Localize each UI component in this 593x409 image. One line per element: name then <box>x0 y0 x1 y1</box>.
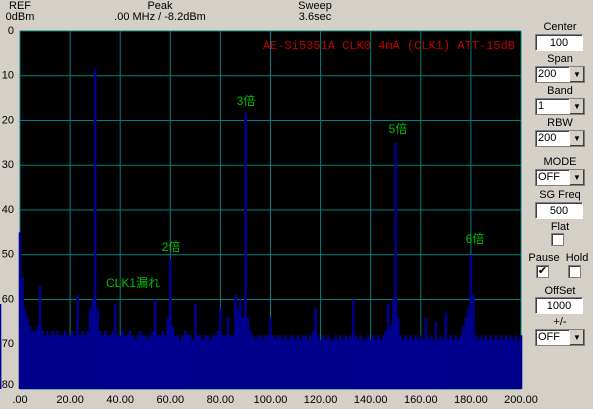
dropdown-button[interactable]: ▼ <box>569 99 584 114</box>
pause-checkbox[interactable]: ✔ <box>536 265 549 278</box>
annotation: 3倍 <box>237 93 256 108</box>
control-label: RBW <box>547 117 573 129</box>
plot-layer <box>0 30 523 390</box>
dropdown-button[interactable]: ▼ <box>569 170 584 185</box>
x-tick-label: 120.00 <box>304 394 338 406</box>
select-value: OFF <box>538 331 560 343</box>
control-label: +/- <box>553 316 567 328</box>
y-tick-label: 80 <box>2 379 14 391</box>
band-select[interactable]: 1 ▼ <box>535 98 585 115</box>
control-label: Band <box>547 85 573 97</box>
x-tick-label: .00 <box>12 394 27 406</box>
control-label: Span <box>547 53 573 65</box>
flat-checkbox[interactable] <box>551 233 564 246</box>
control-label: MODE <box>543 156 577 168</box>
x-tick-label: 40.00 <box>106 394 134 406</box>
sign-select[interactable]: OFF ▼ <box>535 329 585 346</box>
x-tick-label: 100.00 <box>254 394 288 406</box>
header-value: .00 MHz / -8.2dBm <box>114 11 206 23</box>
control-label: Center <box>543 21 577 33</box>
x-tick-label: 80.00 <box>207 394 235 406</box>
x-tick-label: 60.00 <box>157 394 185 406</box>
y-tick-label: 20 <box>2 114 14 126</box>
x-tick-label: 20.00 <box>56 394 84 406</box>
header-value: 0dBm <box>5 11 35 23</box>
y-tick-label: 60 <box>2 293 14 305</box>
rbw-select[interactable]: 200 ▼ <box>535 130 585 147</box>
control-label: OffSet <box>544 285 576 297</box>
chart-title: AE-Si5351A CLK0 4mA (CLK1) ATT-15dB <box>263 39 515 53</box>
header-label: REF <box>9 0 31 12</box>
annotation: CLK1漏れ <box>106 276 160 290</box>
y-tick-label: 40 <box>2 204 14 216</box>
select-value: 1 <box>538 100 545 112</box>
hold-checkbox[interactable] <box>568 265 581 278</box>
control-label: SG Freq <box>539 189 581 201</box>
header-value: 3.6sec <box>298 11 332 23</box>
control-label: Pause <box>528 252 560 264</box>
header-label: Sweep <box>298 0 332 12</box>
x-tick-label: 160.00 <box>404 394 438 406</box>
select-value: 200 <box>538 68 557 80</box>
control-label: Hold <box>565 252 589 264</box>
span-select[interactable]: 200 ▼ <box>535 66 585 83</box>
x-tick-label: 200.00 <box>504 394 538 406</box>
annotation: 6倍 <box>466 231 485 246</box>
header-label: Peak <box>147 0 173 12</box>
offset-input[interactable]: 1000 <box>535 297 583 314</box>
annotation: 2倍 <box>162 239 181 254</box>
dropdown-button[interactable]: ▼ <box>569 131 584 146</box>
y-tick-label: 30 <box>2 159 14 171</box>
select-value: OFF <box>538 171 560 183</box>
x-tick-label: 180.00 <box>454 394 488 406</box>
y-tick-label: 0 <box>8 25 14 37</box>
mode-select[interactable]: OFF ▼ <box>535 169 585 186</box>
center-input[interactable]: 100 <box>535 34 583 51</box>
dropdown-button[interactable]: ▼ <box>569 330 584 345</box>
annotation: 5倍 <box>389 121 408 136</box>
dropdown-button[interactable]: ▼ <box>569 67 584 82</box>
y-tick-label: 70 <box>2 338 14 350</box>
sgfreq-input[interactable]: 500 <box>535 202 583 219</box>
control-label: Flat <box>550 221 570 233</box>
y-tick-label: 10 <box>2 70 14 82</box>
select-value: 200 <box>538 132 557 144</box>
x-tick-label: 140.00 <box>354 394 388 406</box>
y-tick-label: 50 <box>2 249 14 261</box>
